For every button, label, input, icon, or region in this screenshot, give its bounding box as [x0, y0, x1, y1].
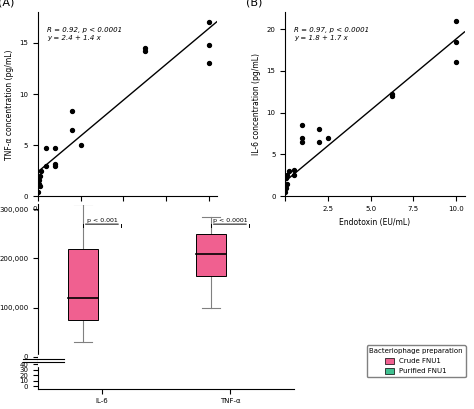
Point [51, 145, 59, 151]
Legend: Crude FNU1, Purified FNU1: Crude FNU1, Purified FNU1 [366, 346, 466, 377]
Point [316, 126, 323, 133]
X-axis label: Endotoxin (EU/mL): Endotoxin (EU/mL) [92, 218, 163, 227]
Point [68, 127, 76, 133]
Text: (B): (B) [246, 0, 262, 7]
Point [35, 181, 43, 187]
Point [36, 173, 44, 179]
Point [51, 160, 59, 167]
Point [43, 145, 50, 151]
Point [36, 183, 44, 189]
Bar [196, 234, 226, 276]
Point [299, 135, 306, 141]
X-axis label: Endotoxin (EU/mL): Endotoxin (EU/mL) [339, 218, 410, 227]
Point [283, 185, 290, 191]
Text: p < 0.001: p < 0.001 [87, 218, 117, 222]
Point [388, 93, 396, 99]
Point [37, 168, 45, 174]
Point [77, 142, 84, 148]
Point [283, 180, 291, 187]
Point [285, 168, 292, 175]
Bar [68, 249, 98, 320]
Point [205, 60, 212, 67]
Text: R = 0.97, p < 0.0001
y = 1.8 + 1.7 x: R = 0.97, p < 0.0001 y = 1.8 + 1.7 x [294, 27, 369, 41]
Point [141, 48, 148, 54]
Y-axis label: IL-6 concentration (pg/mL): IL-6 concentration (pg/mL) [252, 53, 261, 155]
Y-axis label: TNF-α concentration (pg/mL): TNF-α concentration (pg/mL) [5, 49, 14, 160]
Point [43, 162, 50, 169]
Text: R = 0.92, p < 0.0001
y = 2.4 + 1.4 x: R = 0.92, p < 0.0001 y = 2.4 + 1.4 x [47, 27, 122, 41]
Point [34, 189, 42, 196]
Point [51, 162, 59, 169]
Point [299, 139, 306, 145]
Point [282, 189, 289, 196]
Point [205, 19, 212, 26]
Point [283, 172, 291, 179]
Point [290, 172, 298, 179]
Point [283, 175, 290, 181]
Point [452, 38, 460, 45]
Point [452, 59, 460, 66]
Text: p < 0.0001: p < 0.0001 [212, 218, 247, 222]
Point [316, 139, 323, 145]
Point [388, 91, 396, 97]
Point [205, 42, 212, 48]
Point [141, 45, 148, 52]
Point [290, 166, 298, 173]
Point [452, 17, 460, 24]
Point [68, 108, 76, 115]
Point [299, 122, 306, 128]
Point [35, 177, 43, 183]
Point [324, 135, 332, 141]
Text: (A): (A) [0, 0, 15, 7]
